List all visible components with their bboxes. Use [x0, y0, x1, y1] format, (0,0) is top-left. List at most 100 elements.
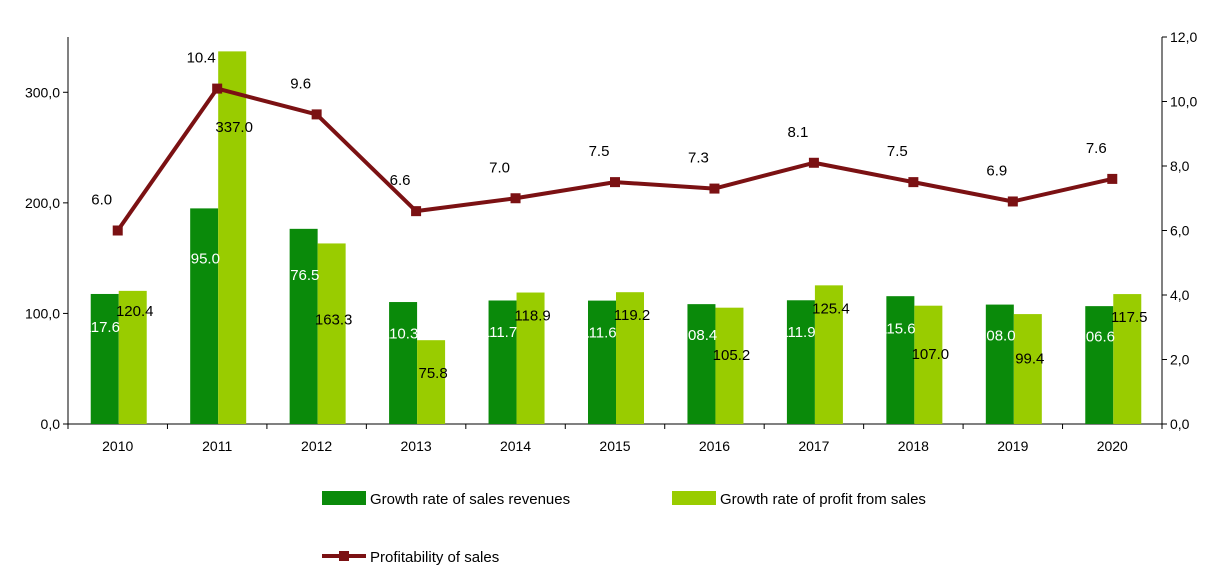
- right-tick-label: 0,0: [1170, 416, 1190, 432]
- bar-profit-growth-2010: [118, 290, 147, 424]
- data-label-profitability-2015: 7.5: [589, 143, 610, 160]
- bar-profit-growth-2016: [715, 307, 744, 424]
- data-label-sales-revenue-2019: 108.0: [978, 327, 1016, 344]
- x-tick-label: 2013: [401, 438, 432, 454]
- data-label-profit-growth-2019: 99.4: [1015, 351, 1044, 368]
- x-tick-label: 2014: [500, 438, 531, 454]
- data-label-profitability-2017: 8.1: [787, 124, 808, 141]
- marker-profitability-2012: [311, 109, 322, 120]
- marker-profitability-2015: [610, 177, 620, 188]
- data-label-sales-revenue-2015: 111.6: [581, 324, 616, 341]
- x-tick-label: 2017: [798, 438, 829, 454]
- bar-profit-growth-2013: [417, 340, 446, 424]
- legend-swatch-profitability-marker: [339, 551, 349, 561]
- data-label-sales-revenue-2010: 117.6: [84, 319, 120, 336]
- x-tick-label: 2012: [301, 438, 332, 454]
- x-tick-label: 2011: [202, 438, 232, 454]
- bar-profit-growth-2020: [1113, 294, 1142, 424]
- data-label-sales-revenue-2013: 110.3: [382, 325, 418, 342]
- marker-profitability-2020: [1107, 173, 1118, 184]
- marker-profitability-2014: [510, 193, 521, 204]
- data-label-profit-growth-2014: 118.9: [514, 308, 550, 325]
- bar-profit-growth-2017: [814, 285, 843, 424]
- data-label-profit-growth-2015: 119.2: [614, 307, 650, 324]
- data-label-sales-revenue-2014: 111.7: [482, 324, 517, 341]
- marker-profitability-2010: [112, 225, 123, 236]
- x-tick-label: 2010: [102, 438, 133, 454]
- data-label-profitability-2018: 7.5: [887, 143, 908, 160]
- bar-profit-growth-2014: [516, 292, 545, 424]
- bar-sales-revenue-2011: [190, 208, 219, 424]
- data-label-sales-revenue-2020: 106.6: [1077, 329, 1115, 346]
- bar-profit-growth-2011: [218, 51, 247, 424]
- data-label-profit-growth-2020: 117.5: [1111, 309, 1147, 326]
- data-label-profitability-2014: 7.0: [489, 159, 510, 176]
- marker-profitability-2019: [1007, 196, 1018, 207]
- left-tick-label: 0,0: [41, 416, 61, 432]
- left-tick-label: 100,0: [25, 305, 60, 321]
- bar-profit-growth-2018: [914, 305, 943, 424]
- data-label-sales-revenue-2016: 108.4: [680, 327, 718, 344]
- legend: Growth rate of sales revenues Growth rate…: [322, 491, 926, 566]
- bar-series-group: [90, 51, 1142, 424]
- line-profitability: [116, 86, 1113, 232]
- right-tick-label: 8,0: [1170, 158, 1190, 174]
- bar-sales-revenue-2017: [786, 300, 815, 424]
- data-label-profit-growth-2011: 337.0: [215, 119, 253, 136]
- marker-profitability-2017: [808, 157, 819, 168]
- data-label-profitability-2013: 6.6: [390, 172, 411, 189]
- bar-sales-revenue-2020: [1085, 306, 1114, 424]
- right-tick-label: 12,0: [1170, 29, 1197, 45]
- data-label-profitability-2019: 6.9: [986, 162, 1007, 179]
- data-label-profit-growth-2010: 120.4: [116, 303, 154, 320]
- legend-label-profitability: Profitability of sales: [370, 549, 499, 566]
- data-label-profitability-2020: 7.6: [1086, 140, 1107, 157]
- data-label-profit-growth-2018: 107.0: [912, 346, 950, 363]
- legend-swatch-profit-growth: [672, 491, 716, 505]
- right-y-axis: 0,0 2,0 4,0 6,0 8,0 10,0 12,0: [1161, 29, 1197, 432]
- bar-sales-revenue-2019: [985, 304, 1014, 424]
- marker-profitability-2013: [411, 206, 422, 217]
- left-y-axis: 0,0 100,0 200,0 300,0: [25, 37, 69, 432]
- data-label-sales-revenue-2017: 111.9: [780, 324, 815, 341]
- x-tick-label: 2018: [898, 438, 929, 454]
- bar-sales-revenue-2016: [687, 304, 716, 424]
- data-label-profitability-2011: 10.4: [187, 50, 216, 67]
- bar-sales-revenue-2010: [90, 293, 119, 424]
- bar-profit-growth-2015: [616, 292, 644, 424]
- line-series-group: [112, 83, 1118, 236]
- right-tick-label: 6,0: [1170, 223, 1190, 239]
- data-label-sales-revenue-2018: 115.6: [879, 321, 915, 338]
- x-tick-label: 2019: [997, 438, 1028, 454]
- bar-sales-revenue-2018: [886, 296, 915, 424]
- bar-profit-growth-2019: [1013, 314, 1042, 424]
- data-label-sales-revenue-2012: 176.5: [282, 267, 320, 284]
- data-label-profit-growth-2016: 105.2: [713, 347, 751, 364]
- left-tick-label: 300,0: [25, 84, 60, 100]
- x-axis: 2010 2011 2012 2013 2014 2015 2016 2017 2018 2019…: [67, 423, 1163, 454]
- left-tick-label: 200,0: [25, 195, 60, 211]
- data-label-sales-revenue-2011: 195.0: [182, 251, 220, 268]
- data-label-profitability-2016: 7.3: [688, 150, 709, 167]
- right-tick-label: 4,0: [1170, 287, 1190, 303]
- bar-sales-revenue-2013: [389, 302, 418, 424]
- legend-swatch-sales-revenue: [322, 491, 366, 505]
- data-label-profitability-2010: 6.0: [91, 192, 112, 209]
- x-tick-label: 2015: [599, 438, 630, 454]
- bar-sales-revenue-2014: [488, 300, 517, 424]
- legend-label-sales-revenue: Growth rate of sales revenues: [370, 491, 570, 508]
- legend-label-profit-growth: Growth rate of profit from sales: [720, 491, 926, 508]
- right-tick-label: 10,0: [1170, 94, 1197, 110]
- data-label-profit-growth-2017: 125.4: [812, 300, 850, 317]
- right-tick-label: 2,0: [1170, 352, 1190, 368]
- marker-profitability-2018: [908, 177, 919, 188]
- bar-profit-growth-2012: [317, 243, 346, 424]
- bar-sales-revenue-2012: [289, 228, 318, 424]
- data-label-profit-growth-2013: 75.8: [418, 365, 447, 382]
- x-tick-label: 2016: [699, 438, 730, 454]
- data-label-profit-growth-2012: 163.3: [315, 312, 353, 329]
- marker-profitability-2011: [212, 83, 223, 94]
- marker-profitability-2016: [709, 183, 720, 194]
